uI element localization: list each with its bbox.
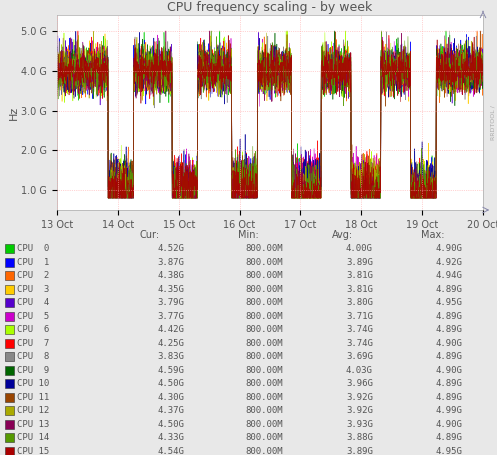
Text: CPU 12: CPU 12 <box>17 406 49 415</box>
Text: 3.87G: 3.87G <box>157 258 184 267</box>
Text: CPU 10: CPU 10 <box>17 379 49 388</box>
Text: Avg:: Avg: <box>332 230 353 240</box>
Text: 4.89G: 4.89G <box>435 284 462 293</box>
Text: 3.77G: 3.77G <box>157 312 184 320</box>
Text: 3.74G: 3.74G <box>346 339 373 348</box>
Text: 4.89G: 4.89G <box>435 393 462 401</box>
Text: 3.79G: 3.79G <box>157 298 184 307</box>
Text: 3.69G: 3.69G <box>346 352 373 361</box>
Text: CPU 15: CPU 15 <box>17 446 49 455</box>
Text: 4.99G: 4.99G <box>435 406 462 415</box>
Text: 4.00G: 4.00G <box>346 244 373 253</box>
Text: 800.00M: 800.00M <box>246 420 283 429</box>
Text: 3.92G: 3.92G <box>346 406 373 415</box>
Text: 4.90G: 4.90G <box>435 420 462 429</box>
Text: Max:: Max: <box>420 230 444 240</box>
Text: 800.00M: 800.00M <box>246 393 283 401</box>
Text: 800.00M: 800.00M <box>246 271 283 280</box>
Text: 4.59G: 4.59G <box>157 365 184 374</box>
Text: 800.00M: 800.00M <box>246 433 283 442</box>
Text: 3.71G: 3.71G <box>346 312 373 320</box>
Text: 4.03G: 4.03G <box>346 365 373 374</box>
Text: 800.00M: 800.00M <box>246 312 283 320</box>
Text: 800.00M: 800.00M <box>246 325 283 334</box>
Text: 800.00M: 800.00M <box>246 244 283 253</box>
Text: 800.00M: 800.00M <box>246 339 283 348</box>
Text: CPU  8: CPU 8 <box>17 352 49 361</box>
Text: 800.00M: 800.00M <box>246 406 283 415</box>
Text: 4.33G: 4.33G <box>157 433 184 442</box>
Text: 800.00M: 800.00M <box>246 352 283 361</box>
Title: CPU frequency scaling - by week: CPU frequency scaling - by week <box>167 1 373 14</box>
Text: 4.95G: 4.95G <box>435 298 462 307</box>
Text: 4.35G: 4.35G <box>157 284 184 293</box>
Text: 4.50G: 4.50G <box>157 379 184 388</box>
Text: 4.25G: 4.25G <box>157 339 184 348</box>
Text: 4.89G: 4.89G <box>435 325 462 334</box>
Text: RRDTOOL /: RRDTOOL / <box>491 106 496 140</box>
Text: CPU 14: CPU 14 <box>17 433 49 442</box>
Text: 4.42G: 4.42G <box>157 325 184 334</box>
Y-axis label: Hz: Hz <box>8 106 18 120</box>
Text: 4.92G: 4.92G <box>435 258 462 267</box>
Text: 3.89G: 3.89G <box>346 446 373 455</box>
Text: 3.96G: 3.96G <box>346 379 373 388</box>
Text: 4.89G: 4.89G <box>435 433 462 442</box>
Text: CPU 13: CPU 13 <box>17 420 49 429</box>
Text: 4.94G: 4.94G <box>435 271 462 280</box>
Text: 3.92G: 3.92G <box>346 393 373 401</box>
Text: CPU  1: CPU 1 <box>17 258 49 267</box>
Text: Min:: Min: <box>238 230 259 240</box>
Text: 4.90G: 4.90G <box>435 339 462 348</box>
Text: 800.00M: 800.00M <box>246 365 283 374</box>
Text: CPU  4: CPU 4 <box>17 298 49 307</box>
Text: 3.88G: 3.88G <box>346 433 373 442</box>
Text: 4.30G: 4.30G <box>157 393 184 401</box>
Text: Cur:: Cur: <box>139 230 159 240</box>
Text: 4.50G: 4.50G <box>157 420 184 429</box>
Text: 4.90G: 4.90G <box>435 244 462 253</box>
Text: 4.95G: 4.95G <box>435 446 462 455</box>
Text: 4.54G: 4.54G <box>157 446 184 455</box>
Text: 800.00M: 800.00M <box>246 298 283 307</box>
Text: 4.38G: 4.38G <box>157 271 184 280</box>
Text: CPU  6: CPU 6 <box>17 325 49 334</box>
Text: CPU  2: CPU 2 <box>17 271 49 280</box>
Text: CPU  7: CPU 7 <box>17 339 49 348</box>
Text: 3.81G: 3.81G <box>346 271 373 280</box>
Text: 4.89G: 4.89G <box>435 352 462 361</box>
Text: CPU  0: CPU 0 <box>17 244 49 253</box>
Text: 800.00M: 800.00M <box>246 284 283 293</box>
Text: 800.00M: 800.00M <box>246 446 283 455</box>
Text: 3.83G: 3.83G <box>157 352 184 361</box>
Text: 3.80G: 3.80G <box>346 298 373 307</box>
Text: 3.81G: 3.81G <box>346 284 373 293</box>
Text: 3.89G: 3.89G <box>346 258 373 267</box>
Text: 4.89G: 4.89G <box>435 312 462 320</box>
Text: 3.93G: 3.93G <box>346 420 373 429</box>
Text: CPU  9: CPU 9 <box>17 365 49 374</box>
Text: CPU 11: CPU 11 <box>17 393 49 401</box>
Text: CPU  5: CPU 5 <box>17 312 49 320</box>
Text: 4.52G: 4.52G <box>157 244 184 253</box>
Text: 4.89G: 4.89G <box>435 379 462 388</box>
Text: 800.00M: 800.00M <box>246 379 283 388</box>
Text: 4.90G: 4.90G <box>435 365 462 374</box>
Text: 3.74G: 3.74G <box>346 325 373 334</box>
Text: 800.00M: 800.00M <box>246 258 283 267</box>
Text: 4.37G: 4.37G <box>157 406 184 415</box>
Text: CPU  3: CPU 3 <box>17 284 49 293</box>
